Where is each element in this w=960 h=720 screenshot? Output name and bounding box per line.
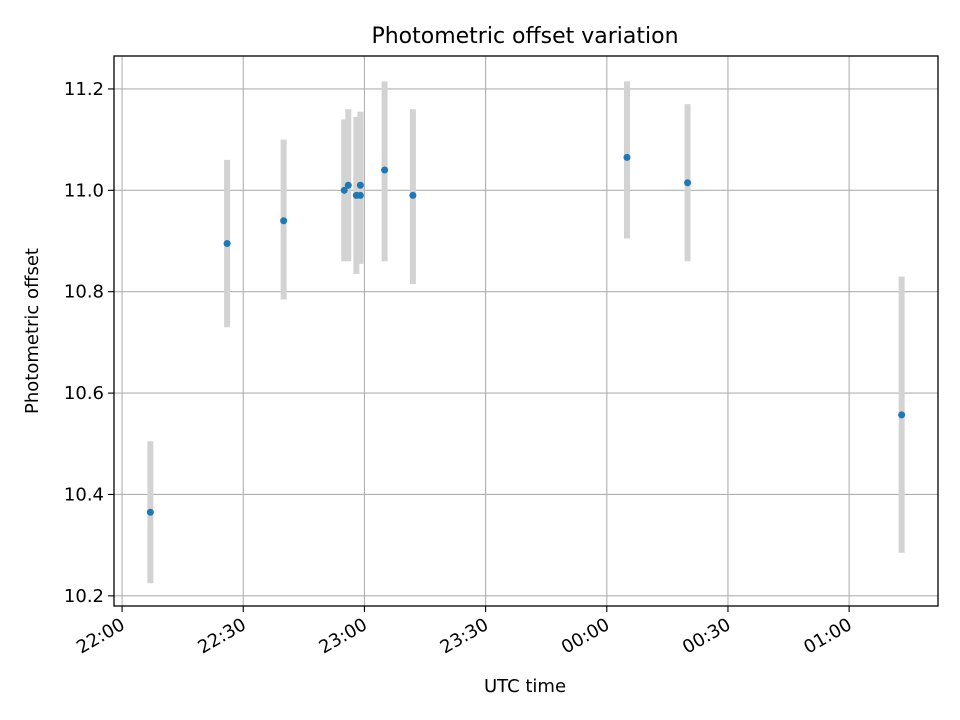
data-point [344, 181, 352, 189]
grid [114, 56, 938, 606]
y-axis-ticks: 10.2 10.4 10.6 10.8 11.0 11.2 [64, 79, 114, 607]
data-points [146, 153, 906, 516]
y-tick-label: 11.2 [64, 79, 104, 100]
data-point [340, 186, 348, 194]
y-tick-label: 10.6 [64, 383, 104, 404]
data-point [623, 153, 631, 161]
y-tick-label: 11.0 [64, 180, 104, 201]
data-point [356, 181, 364, 189]
data-point [146, 508, 154, 516]
data-point [381, 166, 389, 174]
x-axis-title: UTC time [484, 676, 566, 697]
data-point [223, 240, 231, 248]
data-point [356, 191, 364, 199]
y-axis-title: Photometric offset [22, 248, 43, 414]
chart-title: Photometric offset variation [371, 24, 678, 49]
y-tick-label: 10.8 [64, 282, 104, 303]
y-tick-label: 10.2 [64, 586, 104, 607]
plot-frame [113, 55, 939, 607]
data-point [684, 179, 692, 187]
data-point [280, 217, 288, 225]
y-tick-label: 10.4 [64, 484, 104, 505]
data-point [898, 411, 906, 419]
data-point [409, 191, 417, 199]
